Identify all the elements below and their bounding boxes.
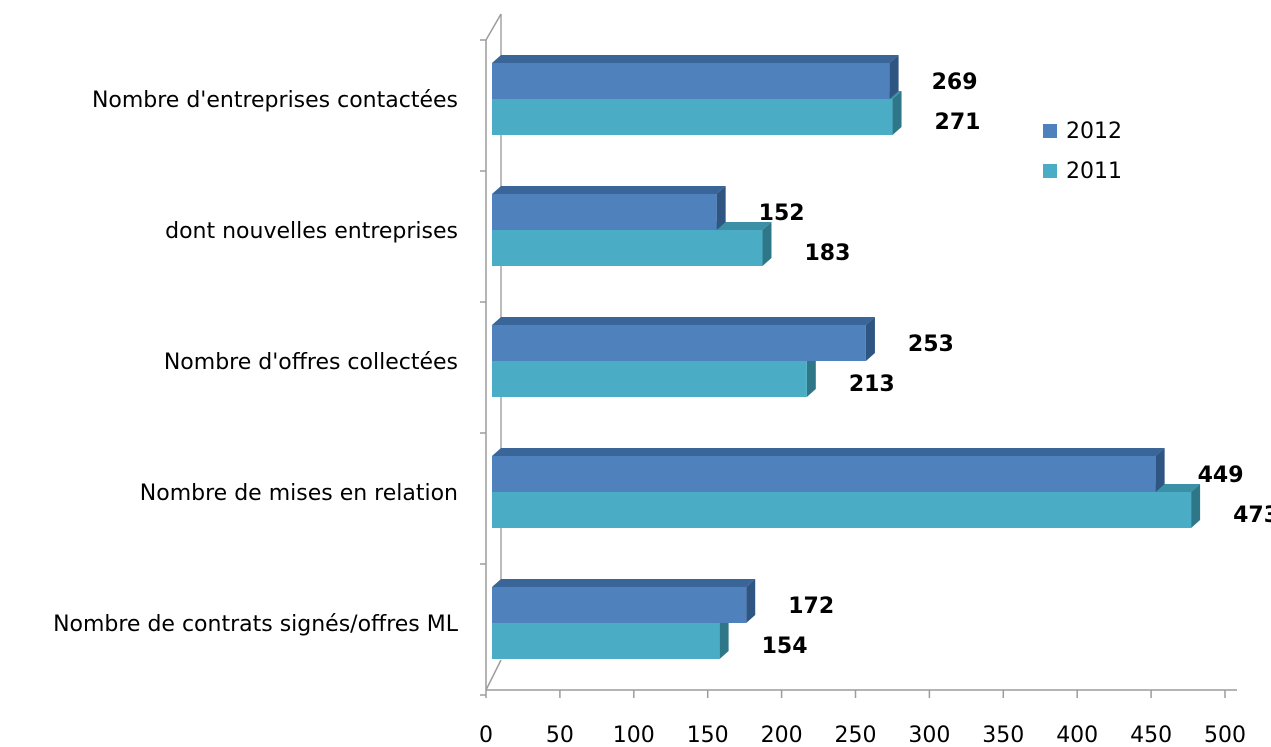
legend-swatch: [1043, 124, 1057, 138]
x-tick-label: 200: [761, 723, 803, 747]
bar-2012: [492, 317, 875, 361]
bar-2012-top: [492, 317, 875, 325]
bar-2011-side: [762, 222, 772, 266]
bar-2012-front: [492, 63, 890, 99]
data-label-2011: 183: [804, 241, 850, 266]
bar-2012-side: [716, 186, 726, 230]
bar-2012-side: [746, 579, 756, 623]
x-tick-label: 350: [982, 723, 1024, 747]
legend-label: 2011: [1066, 159, 1122, 184]
bar-2011-front: [492, 492, 1192, 528]
data-label-2012: 269: [932, 70, 978, 95]
x-tick-label: 0: [479, 723, 493, 747]
category-label: Nombre d'entreprises contactées: [92, 88, 458, 113]
category-label: dont nouvelles entreprises: [165, 219, 458, 244]
bar-2012-top: [492, 448, 1165, 456]
bar-2012: [492, 448, 1165, 492]
data-label-2011: 154: [762, 634, 808, 659]
bar-2011-front: [492, 230, 763, 266]
bar-2012-side: [1155, 448, 1165, 492]
bar-2012-top: [492, 186, 726, 194]
bar-2011-front: [492, 361, 807, 397]
category-label: Nombre d'offres collectées: [164, 350, 458, 375]
x-tick-label: 100: [613, 723, 655, 747]
bar-2011-side: [719, 615, 729, 659]
data-label-2011: 473: [1233, 503, 1271, 528]
data-label-2012: 449: [1198, 463, 1244, 488]
bar-2011-side: [892, 91, 902, 135]
data-label-2011: 213: [849, 372, 895, 397]
data-label-2011: 271: [935, 110, 981, 135]
data-label-2012: 152: [759, 201, 805, 226]
bar-2011-front: [492, 99, 893, 135]
bar-2012-top: [492, 55, 899, 63]
bar-2012-front: [492, 456, 1156, 492]
legend-swatch: [1043, 164, 1057, 178]
y-axis-top-edge: [485, 13, 502, 41]
legend: 2012 2011: [1043, 119, 1122, 184]
bar-2012: [492, 55, 899, 99]
bar-2012-front: [492, 587, 747, 623]
category-label: Nombre de mises en relation: [140, 481, 458, 506]
x-tick-label: 300: [908, 723, 950, 747]
bar-2012: [492, 186, 726, 230]
category-label: Nombre de contrats signés/offres ML: [53, 612, 459, 637]
bar-2011-side: [1191, 484, 1201, 528]
legend-label: 2012: [1066, 119, 1122, 144]
x-tick-label: 150: [687, 723, 729, 747]
bar-2012-side: [889, 55, 899, 99]
bar-2012-front: [492, 194, 717, 230]
x-tick-label: 500: [1204, 723, 1246, 747]
data-label-2012: 253: [908, 332, 954, 357]
x-tick-label: 250: [835, 723, 877, 747]
bar-2012-top: [492, 579, 756, 587]
floor-edge: [485, 659, 502, 691]
x-tick-label: 450: [1130, 723, 1172, 747]
bar-2012-side: [865, 317, 875, 361]
x-tick-label: 400: [1056, 723, 1098, 747]
x-tick-label: 50: [546, 723, 574, 747]
bar-2012: [492, 579, 756, 623]
bar-2011-side: [806, 353, 816, 397]
bar-2011-front: [492, 623, 720, 659]
data-label-2012: 172: [788, 594, 834, 619]
bar-2012-front: [492, 325, 866, 361]
